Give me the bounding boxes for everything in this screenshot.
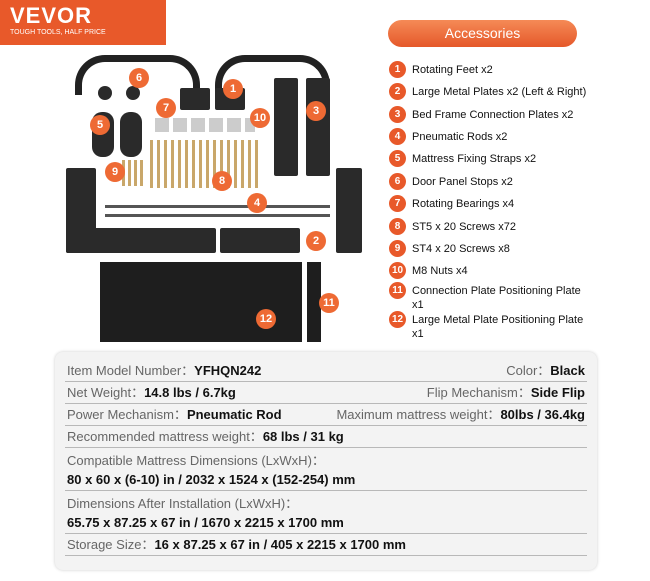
accessory-item: 3 Bed Frame Connection Plates x2 <box>389 106 592 123</box>
connection-positioning-plate <box>307 262 321 342</box>
handle-left <box>75 55 200 95</box>
number-badge: 10 <box>389 262 406 279</box>
accessory-item: 1 Rotating Feet x2 <box>389 61 592 78</box>
part-badge-12: 12 <box>256 309 276 329</box>
part-badge-10: 10 <box>250 108 270 128</box>
handle-right <box>215 55 330 95</box>
number-badge: 4 <box>389 128 406 145</box>
number-badge: 11 <box>389 282 406 299</box>
screws <box>150 140 260 188</box>
rotating-foot <box>180 88 210 110</box>
accessory-label: ST5 x 20 Screws x72 <box>412 221 516 233</box>
number-badge: 6 <box>389 173 406 190</box>
accessory-item: 4 Pneumatic Rods x2 <box>389 128 592 145</box>
part-badge-2: 2 <box>306 231 326 251</box>
accessories-title: Accessories <box>388 20 577 47</box>
number-badge: 5 <box>389 150 406 167</box>
part-badge-8: 8 <box>212 171 232 191</box>
part-badge-3: 3 <box>306 101 326 121</box>
number-badge: 3 <box>389 106 406 123</box>
connection-plate <box>306 78 330 176</box>
specs-table: Item Model Number：YFHQN242 Color：Black N… <box>55 352 597 570</box>
spec-row-installed: Dimensions After Installation (LxWxH)： 65… <box>65 491 587 534</box>
accessory-item: 12 Large Metal Plate Positioning Plate x1 <box>389 311 589 341</box>
number-badge: 1 <box>389 61 406 78</box>
part-badge-1: 1 <box>223 79 243 99</box>
spec-row-recommended: Recommended mattress weight：68 lbs / 31 … <box>65 426 587 448</box>
part-badge-5: 5 <box>90 115 110 135</box>
accessory-label: Rotating Feet x2 <box>412 64 493 76</box>
screws-small <box>122 160 144 186</box>
accessory-item: 7 Rotating Bearings x4 <box>389 195 592 212</box>
part-badge-7: 7 <box>156 98 176 118</box>
part-badge-9: 9 <box>105 162 125 182</box>
large-plate-bottom <box>66 228 216 253</box>
accessory-label: Pneumatic Rods x2 <box>412 131 508 143</box>
door-stop <box>98 86 112 100</box>
spec-row-power: Power Mechanism：Pneumatic Rod Maximum ma… <box>65 404 587 426</box>
door-stop <box>126 86 140 100</box>
accessory-label: Connection Plate Positioning Plate x1 <box>412 285 581 311</box>
logo-tagline: TOUGH TOOLS, HALF PRICE <box>10 29 106 36</box>
spec-row-compatible: Compatible Mattress Dimensions (LxWxH)： 8… <box>65 448 587 491</box>
accessory-item: 9 ST4 x 20 Screws x8 <box>389 240 592 257</box>
accessory-label: M8 Nuts x4 <box>412 265 468 277</box>
pneumatic-rod <box>105 205 330 208</box>
number-badge: 9 <box>389 240 406 257</box>
spec-row-model: Item Model Number：YFHQN242 Color：Black <box>65 360 587 382</box>
accessory-label: Large Metal Plate Positioning Plate x1 <box>412 314 584 340</box>
logo-brand: VEVOR <box>10 3 93 28</box>
pneumatic-rod <box>105 214 330 217</box>
vevor-logo: VEVOR TOUGH TOOLS, HALF PRICE <box>0 0 166 45</box>
number-badge: 12 <box>389 311 406 328</box>
accessory-item: 11 Connection Plate Positioning Plate x1 <box>389 282 589 312</box>
strap <box>120 112 142 157</box>
large-positioning-plate <box>100 262 302 342</box>
accessory-label: ST4 x 20 Screws x8 <box>412 243 510 255</box>
accessory-item: 10 M8 Nuts x4 <box>389 262 592 279</box>
accessory-item: 5 Mattress Fixing Straps x2 <box>389 150 592 167</box>
product-parts-image: 1 2 3 4 5 6 7 8 9 10 11 12 <box>0 0 380 345</box>
accessory-label: Mattress Fixing Straps x2 <box>412 153 537 165</box>
bearings <box>155 118 255 132</box>
number-badge: 8 <box>389 218 406 235</box>
accessory-label: Large Metal Plates x2 (Left & Right) <box>412 86 587 98</box>
accessory-label: Rotating Bearings x4 <box>412 198 515 210</box>
part-badge-11: 11 <box>319 293 339 313</box>
number-badge: 2 <box>389 83 406 100</box>
large-plate-bottom-2 <box>220 228 300 253</box>
part-badge-4: 4 <box>247 193 267 213</box>
part-badge-6: 6 <box>129 68 149 88</box>
accessory-item: 2 Large Metal Plates x2 (Left & Right) <box>389 83 592 100</box>
spec-row-storage: Storage Size：16 x 87.25 x 67 in / 405 x … <box>65 534 587 556</box>
large-plate-right <box>336 168 362 253</box>
accessory-label: Bed Frame Connection Plates x2 <box>412 109 574 121</box>
spec-row-weight: Net Weight：14.8 lbs / 6.7kg Flip Mechani… <box>65 382 587 404</box>
connection-plate <box>274 78 298 176</box>
accessory-item: 8 ST5 x 20 Screws x72 <box>389 218 592 235</box>
number-badge: 7 <box>389 195 406 212</box>
accessory-label: Door Panel Stops x2 <box>412 176 513 188</box>
accessory-item: 6 Door Panel Stops x2 <box>389 173 592 190</box>
